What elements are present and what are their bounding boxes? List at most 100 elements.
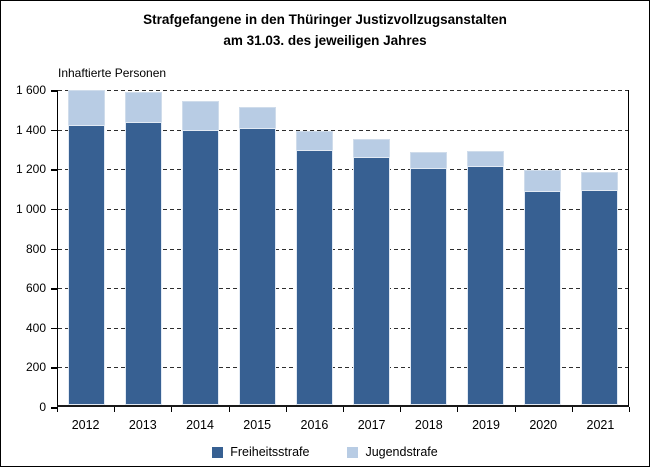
bar-2013 bbox=[125, 92, 162, 405]
plot-area bbox=[57, 89, 629, 407]
segment-freiheitsstrafe-2012 bbox=[68, 124, 105, 405]
x-tick-mark-6 bbox=[400, 407, 402, 412]
legend: Freiheitsstrafe Jugendstrafe bbox=[1, 445, 649, 459]
x-tick-mark-9 bbox=[571, 407, 573, 412]
bar-2012 bbox=[68, 89, 105, 405]
legend-label-freiheitsstrafe: Freiheitsstrafe bbox=[230, 445, 310, 459]
segment-freiheitsstrafe-2017 bbox=[353, 156, 390, 405]
y-tick-label-400: 400 bbox=[25, 320, 46, 335]
y-tick-mark-600 bbox=[51, 288, 57, 290]
bar-2021 bbox=[581, 171, 618, 405]
x-label-2018: 2018 bbox=[414, 418, 443, 432]
y-tick-label-1600: 1 600 bbox=[15, 83, 46, 97]
bar-cell-2021 bbox=[571, 90, 628, 405]
segment-freiheitsstrafe-2016 bbox=[296, 150, 333, 405]
bar-cell-2017 bbox=[343, 90, 400, 405]
gridline-600 bbox=[58, 288, 628, 290]
segment-freiheitsstrafe-2019 bbox=[467, 166, 504, 405]
y-tick-mark-0 bbox=[51, 407, 57, 409]
segment-jugendstrafe-2015 bbox=[239, 106, 276, 129]
gridline-200 bbox=[58, 367, 628, 369]
gridline-400 bbox=[58, 327, 628, 329]
y-tick-label-800: 800 bbox=[25, 241, 46, 256]
x-axis-labels: 2012 2013 2014 2015 2016 2017 2018 2019 2020 2021 bbox=[57, 418, 629, 432]
bar-cell-2015 bbox=[229, 90, 286, 405]
gridline-800 bbox=[58, 248, 628, 250]
y-tick-mark-800 bbox=[51, 248, 57, 250]
chart-title-line1: Strafgefangene in den Thüringer Justizvo… bbox=[143, 12, 507, 27]
segment-jugendstrafe-2012 bbox=[68, 89, 105, 125]
bar-cell-2014 bbox=[172, 90, 229, 405]
y-axis-unit-label: Inhaftierte Personen bbox=[58, 66, 167, 80]
y-tick-label-1400: 1 400 bbox=[15, 122, 46, 137]
x-tick-mark-1 bbox=[114, 407, 116, 412]
segment-freiheitsstrafe-2018 bbox=[410, 168, 447, 405]
x-label-2021: 2021 bbox=[586, 418, 615, 432]
bar-2017 bbox=[353, 139, 390, 405]
segment-freiheitsstrafe-2013 bbox=[125, 121, 162, 405]
segment-jugendstrafe-2020 bbox=[524, 169, 561, 191]
gridline-1400 bbox=[58, 129, 628, 131]
bar-cell-2019 bbox=[457, 90, 514, 405]
segment-freiheitsstrafe-2014 bbox=[182, 130, 219, 405]
y-tick-mark-1000 bbox=[51, 208, 57, 211]
x-tick-mark-4 bbox=[285, 407, 287, 412]
legend-label-jugendstrafe: Jugendstrafe bbox=[365, 445, 438, 459]
segment-freiheitsstrafe-2021 bbox=[581, 189, 618, 405]
y-tick-mark-200 bbox=[51, 367, 57, 369]
y-tick-label-1200: 1 200 bbox=[15, 162, 46, 177]
bar-cell-2018 bbox=[400, 90, 457, 405]
legend-item-jugendstrafe: Jugendstrafe bbox=[347, 445, 438, 459]
y-tick-mark-400 bbox=[51, 327, 57, 330]
y-tick-label-1000: 1 000 bbox=[15, 201, 46, 216]
y-tick-mark-1200 bbox=[51, 169, 57, 171]
y-tick-label-600: 600 bbox=[25, 281, 46, 296]
segment-jugendstrafe-2021 bbox=[581, 171, 618, 190]
gridline-1000 bbox=[58, 208, 628, 210]
bar-cell-2012 bbox=[58, 89, 115, 405]
x-tick-mark-2 bbox=[171, 407, 173, 412]
bar-cell-2013 bbox=[115, 90, 172, 405]
y-tick-mark-1400 bbox=[51, 129, 57, 132]
bar-cell-2020 bbox=[514, 90, 571, 405]
bar-2019 bbox=[467, 150, 504, 405]
x-tick-mark-3 bbox=[228, 407, 230, 412]
bar-2020 bbox=[524, 169, 561, 405]
x-tick-mark-8 bbox=[514, 407, 516, 412]
segment-jugendstrafe-2019 bbox=[467, 150, 504, 167]
legend-item-freiheitsstrafe: Freiheitsstrafe bbox=[212, 445, 309, 459]
bar-2016 bbox=[296, 130, 333, 405]
bar-2014 bbox=[182, 101, 219, 405]
x-tick-mark-5 bbox=[343, 407, 344, 412]
chart-title: Strafgefangene in den Thüringer Justizvo… bbox=[1, 9, 649, 51]
y-tick-label-200: 200 bbox=[25, 360, 46, 375]
y-tick-label-0: 0 bbox=[39, 400, 46, 414]
segment-jugendstrafe-2014 bbox=[182, 101, 219, 130]
x-label-2020: 2020 bbox=[529, 418, 558, 432]
freiheitsstrafe-swatch-icon bbox=[212, 446, 224, 458]
x-label-2016: 2016 bbox=[300, 418, 329, 432]
segment-jugendstrafe-2018 bbox=[410, 152, 447, 169]
bars-container bbox=[58, 89, 628, 405]
gridline-1600 bbox=[58, 90, 628, 91]
segment-jugendstrafe-2013 bbox=[125, 92, 162, 122]
segment-jugendstrafe-2016 bbox=[296, 130, 333, 150]
jugendstrafe-swatch-icon bbox=[347, 446, 359, 458]
x-label-2017: 2017 bbox=[357, 418, 386, 432]
bar-2018 bbox=[410, 152, 447, 405]
gridline-1200 bbox=[58, 169, 628, 171]
x-label-2012: 2012 bbox=[71, 418, 100, 432]
x-label-2014: 2014 bbox=[186, 418, 214, 432]
x-label-2015: 2015 bbox=[243, 418, 272, 432]
x-tick-mark-0 bbox=[57, 407, 58, 412]
bar-2015 bbox=[239, 106, 276, 405]
segment-freiheitsstrafe-2020 bbox=[524, 190, 561, 405]
x-tick-mark-10 bbox=[629, 407, 630, 412]
segment-freiheitsstrafe-2015 bbox=[239, 128, 276, 405]
segment-jugendstrafe-2017 bbox=[353, 139, 390, 157]
x-label-2019: 2019 bbox=[472, 418, 500, 432]
chart-title-line2: am 31.03. des jeweiligen Jahres bbox=[223, 33, 427, 48]
x-label-2013: 2013 bbox=[128, 418, 157, 432]
bar-cell-2016 bbox=[286, 90, 343, 405]
